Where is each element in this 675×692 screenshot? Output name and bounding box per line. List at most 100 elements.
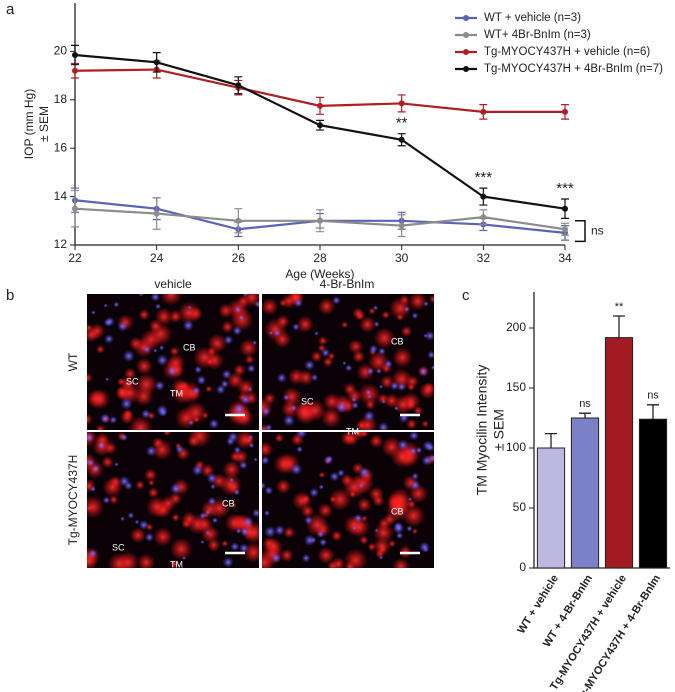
stain-blob (233, 363, 246, 377)
stain-blob (349, 490, 356, 498)
nucleus (120, 433, 128, 442)
legend-marker (463, 49, 469, 55)
stain-blob (300, 494, 311, 505)
nucleus (187, 305, 192, 310)
stain-blob (148, 479, 155, 487)
nucleus (373, 321, 380, 328)
nucleus (252, 340, 258, 345)
stain-blob (396, 313, 404, 321)
x-tick-label: 22 (68, 251, 82, 265)
panel-label: c (462, 287, 470, 304)
stain-blob (153, 527, 173, 547)
nucleus (127, 512, 135, 519)
column-label: vehicle (154, 277, 192, 291)
y-tick-label: 14 (54, 189, 68, 203)
y-axis-label: ± SEM (491, 409, 507, 451)
stain-blob (367, 542, 377, 552)
nucleus (114, 462, 119, 467)
stain-blob (328, 488, 352, 511)
nucleus (191, 464, 204, 476)
stain-blob (207, 333, 227, 354)
nucleus (138, 519, 149, 530)
nucleus (222, 556, 234, 568)
stain-blob (154, 307, 173, 326)
nucleus (205, 530, 211, 536)
stain-blob (135, 357, 153, 375)
nucleus (295, 432, 308, 439)
image-label: CB (391, 506, 404, 516)
stain-blob (300, 504, 315, 518)
nucleus (316, 530, 325, 539)
nucleus (389, 381, 399, 391)
nucleus (351, 396, 357, 403)
nucleus (274, 525, 286, 536)
nucleus (194, 365, 203, 374)
image-label: SC (112, 542, 125, 552)
legend-marker (463, 32, 469, 38)
nucleus (238, 314, 245, 321)
stain-blob (429, 295, 434, 304)
nucleus (415, 446, 423, 454)
stain (262, 294, 434, 430)
nucleus (240, 526, 250, 537)
stain-blob (355, 311, 366, 321)
point (235, 82, 242, 89)
panel-label: b (6, 287, 14, 304)
stain-blob (109, 495, 119, 505)
stain (262, 432, 434, 568)
nucleus (425, 442, 434, 452)
stain-blob (346, 388, 363, 404)
bar-label: ** (615, 301, 624, 313)
nucleus (378, 422, 389, 430)
nucleus (304, 515, 314, 525)
stain-blob (275, 478, 291, 494)
nucleus (406, 525, 413, 532)
nucleus (242, 294, 248, 297)
image-label: TM (335, 606, 348, 616)
nucleus (170, 482, 182, 495)
x-tick-label: 26 (232, 251, 246, 265)
x-tick-label: 28 (313, 251, 327, 265)
nucleus (211, 517, 219, 524)
stain-blob (372, 537, 391, 556)
stain-blob (361, 515, 368, 522)
nucleus (233, 446, 242, 454)
nucleus (270, 552, 282, 564)
nucleus (158, 408, 168, 417)
stain-blob (122, 408, 134, 420)
nucleus (397, 439, 409, 451)
stain-blob (405, 399, 416, 410)
micrographs (87, 294, 434, 568)
nucleus (145, 445, 157, 457)
bar (536, 447, 566, 569)
stain-blob (134, 373, 158, 396)
bar-label: ns (579, 398, 591, 410)
bracket-label: ns (591, 223, 604, 237)
nucleus (248, 434, 254, 440)
stain-blob (264, 537, 283, 556)
stain-blob (317, 297, 336, 316)
nucleus (264, 423, 273, 430)
image-label: SC (126, 376, 139, 386)
legend-marker (463, 15, 469, 21)
nucleus (365, 389, 371, 395)
stain-blob (340, 473, 354, 487)
nucleus (393, 405, 399, 411)
nucleus (418, 367, 428, 377)
nucleus (87, 432, 95, 443)
nucleus (366, 367, 375, 375)
nucleus (181, 555, 187, 561)
nucleus (383, 359, 393, 369)
stain-blob (317, 502, 333, 519)
nucleus (188, 419, 194, 426)
significance: *** (475, 169, 493, 186)
nucleus (234, 306, 242, 313)
stain-blob (163, 432, 172, 437)
nucleus (273, 329, 281, 337)
y-tick-label: 150 (506, 380, 526, 394)
stain-blob (263, 392, 276, 405)
nucleus (90, 486, 96, 492)
stain-blob (359, 316, 376, 333)
stain-blob (392, 347, 413, 368)
